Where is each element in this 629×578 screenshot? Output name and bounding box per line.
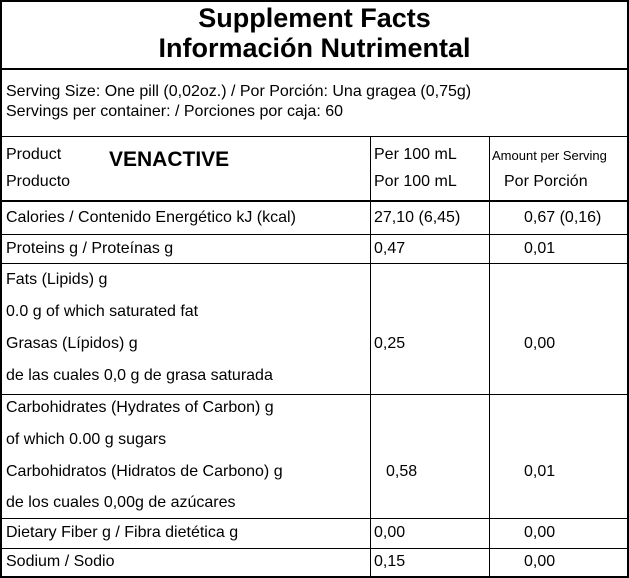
row-carbs-per100: 0,58	[386, 463, 418, 480]
row-carbs-line-2: of which 0.00 g sugars	[6, 431, 167, 448]
row-fats-line-4: de las cuales 0,0 g de grasa saturada	[6, 367, 273, 384]
row-sodium-serving: 0,00	[524, 553, 556, 570]
column-divider	[489, 136, 490, 576]
row-sodium-label: Sodium / Sodio	[6, 553, 115, 570]
divider-row	[2, 548, 627, 549]
divider-row	[2, 263, 627, 264]
divider-serving	[2, 136, 627, 137]
column-header-per100-en: Per 100 mL	[374, 146, 457, 163]
row-fats-line-1: Fats (Lipids) g	[6, 271, 108, 288]
divider-row	[2, 394, 627, 395]
row-carbs-line-3: Carbohidratos (Hidratos de Carbono) g	[6, 463, 283, 480]
serving-size-text: Serving Size: One pill (0,02oz.) / Por P…	[6, 83, 472, 100]
row-fiber-label: Dietary Fiber g / Fibra dietética g	[6, 524, 239, 541]
servings-per-container-text: Servings per container: / Porciones por …	[6, 103, 344, 120]
row-fiber-per100: 0,00	[374, 524, 406, 541]
divider-header	[2, 200, 627, 202]
divider-title	[2, 68, 627, 70]
title-spanish: Información Nutrimental	[158, 33, 471, 63]
row-proteins-per100: 0,47	[374, 240, 406, 257]
row-proteins-serving: 0,01	[524, 240, 556, 257]
row-calories-per100: 27,10 (6,45)	[374, 209, 461, 226]
row-sodium-per100: 0,15	[374, 553, 406, 570]
row-proteins-label: Proteins g / Proteínas g	[6, 240, 174, 257]
row-carbs-line-1: Carbohidrates (Hydrates of Carbon) g	[6, 399, 274, 416]
row-carbs-serving: 0,01	[524, 463, 556, 480]
row-calories-label: Calories / Contenido Energético kJ (kcal…	[6, 209, 296, 226]
column-header-per100-es: Por 100 mL	[374, 173, 457, 190]
divider-row	[2, 234, 627, 235]
row-fats-line-3: Grasas (Lípidos) g	[6, 335, 138, 352]
row-carbs-line-4: de los cuales 0,00g de azúcares	[6, 494, 236, 511]
column-header-serving-en: Amount per Serving	[492, 148, 607, 163]
divider-row	[2, 518, 627, 519]
column-header-product-es: Producto	[6, 173, 71, 190]
column-header-product-en: Product	[6, 146, 62, 163]
row-fats-serving: 0,00	[524, 335, 556, 352]
title-english: Supplement Facts	[198, 3, 431, 33]
row-calories-serving: 0,67 (0,16)	[524, 209, 602, 226]
row-fats-per100: 0,25	[374, 335, 406, 352]
product-brand-name: VENACTIVE	[109, 148, 230, 171]
column-divider	[370, 136, 371, 576]
row-fiber-serving: 0,00	[524, 524, 556, 541]
column-header-serving-es: Por Porción	[504, 173, 588, 190]
row-fats-line-2: 0.0 g of which saturated fat	[6, 303, 199, 320]
